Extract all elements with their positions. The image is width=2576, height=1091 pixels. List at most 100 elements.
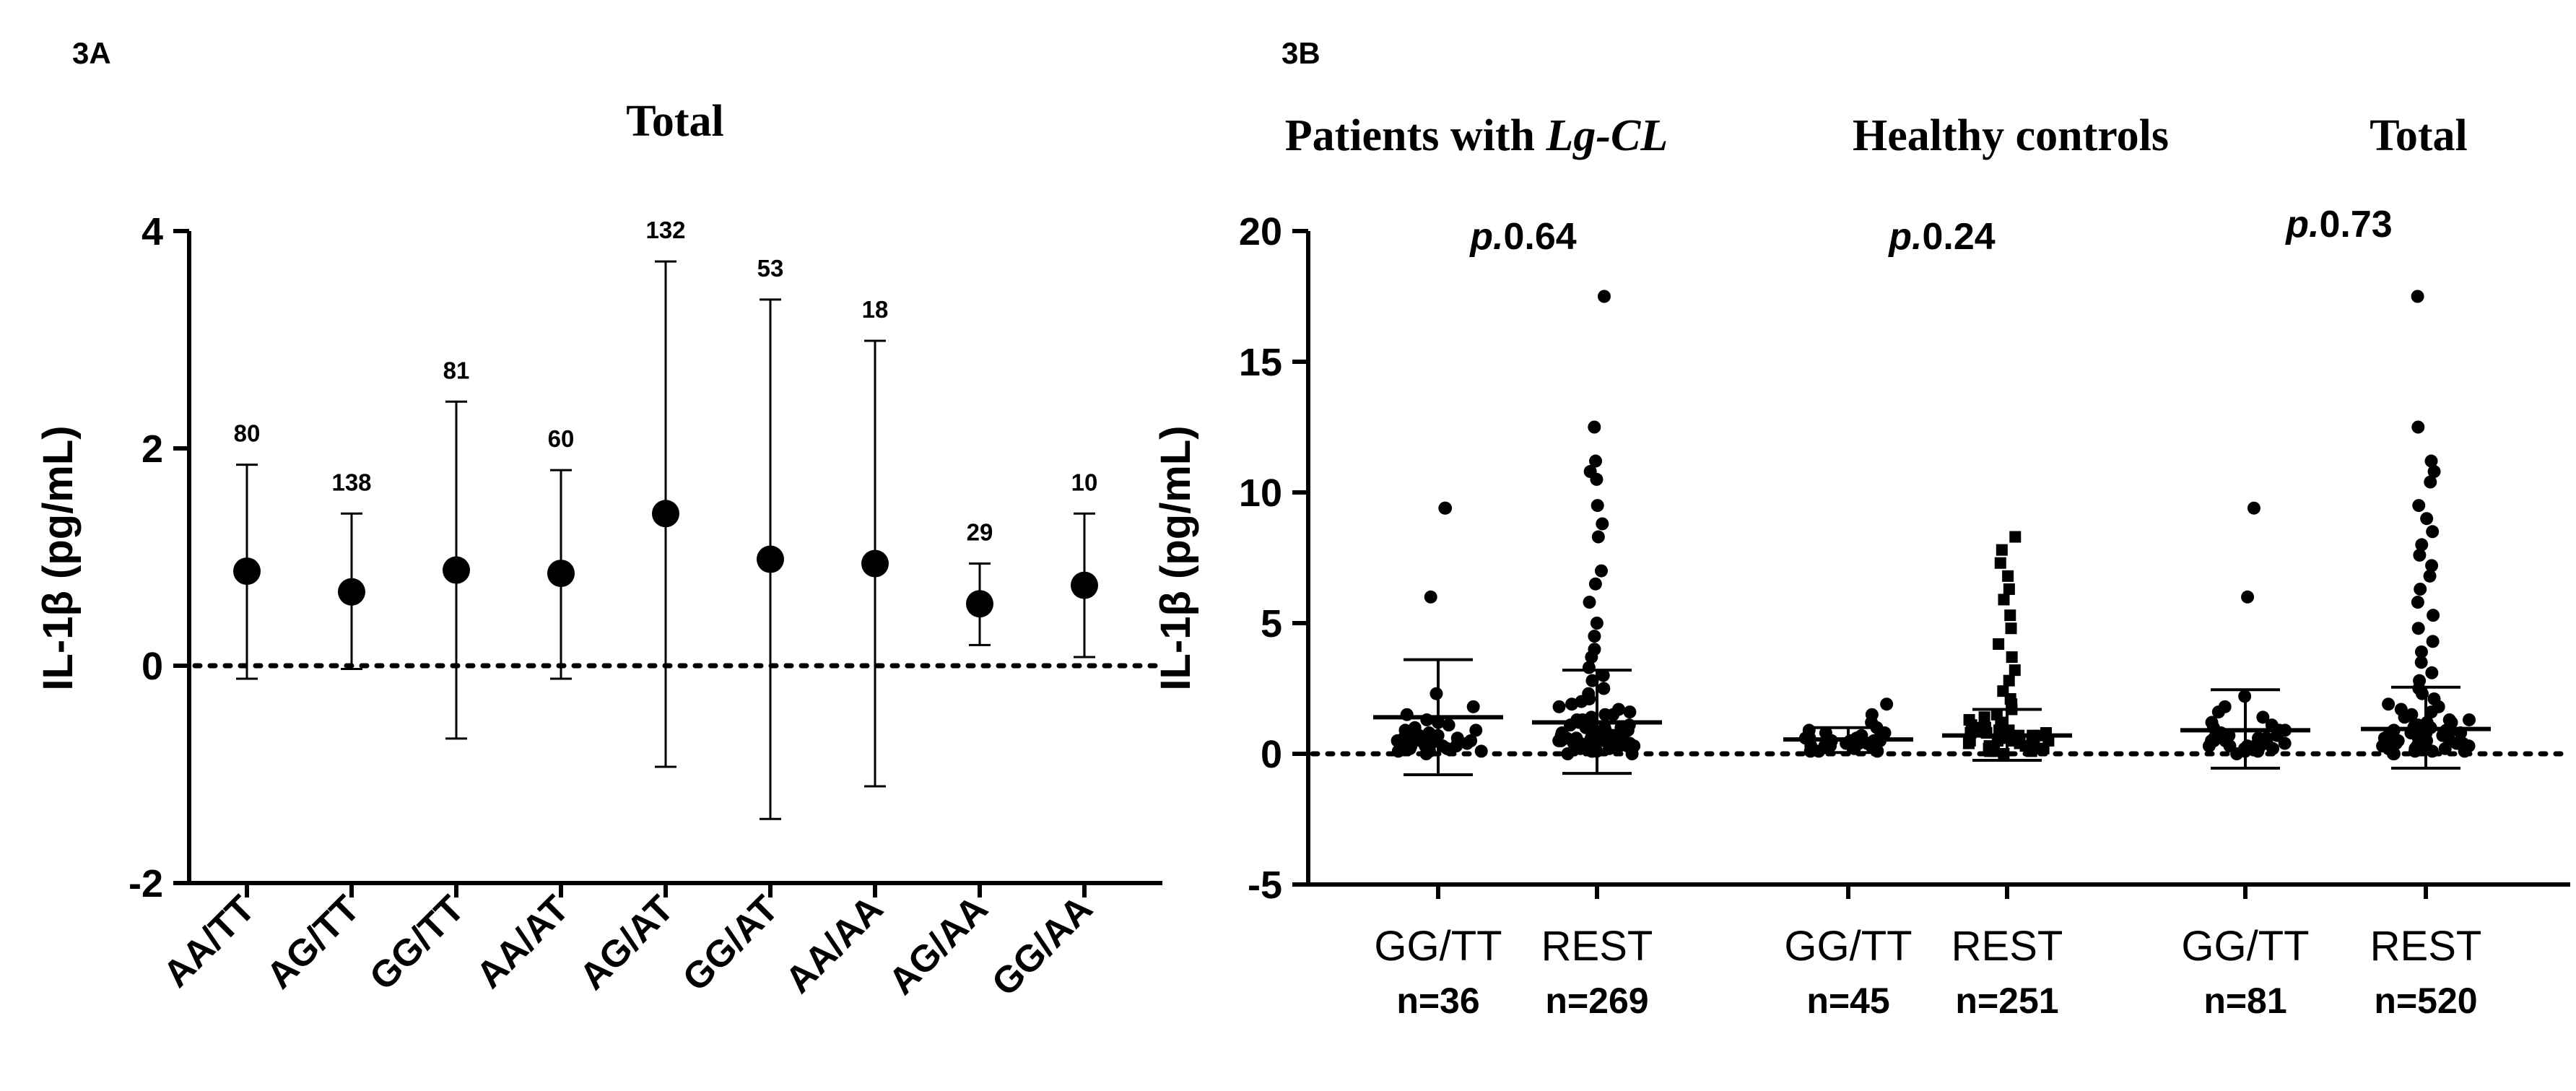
- data-point: [2412, 499, 2426, 513]
- data-point: [1994, 557, 2006, 569]
- mean-point: [1071, 571, 1098, 599]
- x-category-label-3a: AG/TT: [258, 887, 367, 996]
- data-point: [2004, 609, 2016, 622]
- data-point: [2241, 590, 2255, 604]
- data-point: [2003, 583, 2015, 595]
- n-label-3a: 29: [967, 519, 993, 546]
- x-category-label-3a: AG/AT: [572, 887, 682, 998]
- data-point: [2424, 454, 2438, 468]
- data-point: [2425, 666, 2439, 679]
- data-point: [2230, 747, 2244, 760]
- data-point: [2420, 512, 2434, 526]
- y-tick-label-3b: 20: [1239, 210, 1282, 253]
- data-point: [2382, 697, 2396, 711]
- x-category-label-3a: AG/AA: [881, 887, 996, 1002]
- data-point: [2414, 582, 2427, 596]
- data-point: [2025, 745, 2037, 757]
- group-title-total: Total: [2370, 111, 2468, 160]
- data-point: [1880, 697, 1894, 711]
- data-point: [1589, 454, 1603, 468]
- n-label-3a: 53: [757, 255, 784, 282]
- data-point: [2002, 570, 2014, 582]
- y-tick-label-3b: -5: [1248, 864, 1282, 907]
- data-point: [2426, 525, 2440, 539]
- data-point: [1442, 718, 1455, 732]
- mean-point: [338, 578, 365, 606]
- data-point: [2251, 744, 2265, 758]
- data-point: [1588, 420, 1601, 434]
- y-tick-label-3b: 10: [1239, 471, 1282, 515]
- mean-point: [547, 560, 575, 588]
- data-point: [2414, 645, 2428, 658]
- n-count-label-3b: n=251: [1955, 981, 2058, 1021]
- x-group-label-3b: GG/TT: [2181, 923, 2309, 970]
- data-point: [2424, 475, 2437, 489]
- data-point: [2202, 739, 2216, 753]
- n-count-label-3b: n=269: [1545, 981, 1648, 1021]
- data-point: [2266, 742, 2280, 755]
- data-point: [1419, 747, 1433, 760]
- data-point: [1594, 564, 1608, 578]
- y-axis-label-3a: IL-1β (pg/mL): [35, 425, 82, 690]
- n-label-3a: 10: [1071, 469, 1098, 495]
- x-category-label-3a: AA/TT: [155, 887, 263, 995]
- data-point: [2423, 569, 2437, 583]
- data-point: [2211, 705, 2225, 719]
- x-group-label-3b: GG/TT: [1374, 923, 1502, 970]
- data-point: [1591, 499, 1604, 513]
- data-point: [1461, 736, 1474, 750]
- data-point: [2411, 622, 2425, 635]
- panel-label-3b: 3B: [1282, 36, 1320, 70]
- data-point: [1466, 700, 1480, 713]
- data-point: [1998, 594, 2010, 606]
- data-point: [1993, 638, 2005, 650]
- y-axis-label-3b: IL-1β (pg/mL): [1152, 425, 1199, 690]
- p-value-healthy-controls: p.0.24: [1887, 216, 1996, 258]
- data-point: [1596, 517, 1609, 531]
- data-point: [1623, 705, 1637, 719]
- data-point: [2003, 674, 2015, 687]
- data-point: [1591, 530, 1605, 544]
- x-group-label-3b: GG/TT: [1784, 923, 1912, 970]
- n-count-label-3b: n=45: [1806, 981, 1889, 1021]
- data-point: [1585, 651, 1598, 664]
- p-value-total: p.0.73: [2284, 204, 2392, 245]
- data-point: [1469, 723, 1483, 737]
- panel-3b: 3B Patients with Lg-CL Healthy controls …: [1152, 36, 2570, 1021]
- data-point: [2427, 609, 2440, 622]
- panel-3a: 3A Total -2 0 2 4 IL-1β (pg/mL) 80 AA/TT 138 A…: [35, 36, 1162, 1004]
- mean-point: [861, 549, 889, 578]
- data-point: [1440, 742, 1454, 755]
- data-point: [1391, 744, 1405, 758]
- y-tick-label-3a: -2: [129, 862, 163, 905]
- data-point: [2427, 465, 2441, 479]
- data-point: [1582, 661, 1596, 674]
- data-point: [2425, 559, 2439, 573]
- n-label-3a: 132: [645, 217, 685, 243]
- data-point: [1596, 669, 1610, 682]
- p-value-patients: p.0.64: [1468, 216, 1577, 258]
- y-tick-label-3a: 4: [142, 210, 163, 253]
- n-count-label-3b: n=520: [2374, 981, 2477, 1021]
- data-point: [2426, 635, 2440, 648]
- data-point: [1996, 544, 2008, 556]
- data-point: [1962, 737, 1975, 749]
- mean-point: [233, 557, 261, 586]
- data-point: [1590, 617, 1604, 630]
- data-point: [1978, 711, 1990, 723]
- n-label-3a: 138: [331, 469, 371, 495]
- n-label-3a: 60: [548, 425, 575, 452]
- data-point: [1598, 708, 1612, 721]
- y-tick-label-3a: 2: [142, 427, 163, 471]
- data-point: [1625, 747, 1639, 760]
- group-title-patients: Patients with Lg-CL: [1285, 111, 1668, 160]
- x-group-label-3b: REST: [1951, 923, 2063, 970]
- data-point: [1573, 742, 1587, 755]
- mean-point: [652, 500, 679, 528]
- data-point: [1585, 674, 1599, 687]
- n-count-label-3b: n=81: [2203, 981, 2286, 1021]
- data-point: [1603, 742, 1616, 755]
- data-point: [1597, 290, 1611, 303]
- data-point: [1803, 744, 1817, 758]
